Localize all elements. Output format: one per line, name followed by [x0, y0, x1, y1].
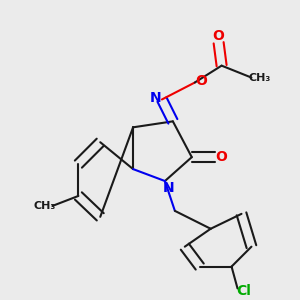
- Text: Cl: Cl: [237, 284, 251, 298]
- Text: O: O: [195, 74, 207, 88]
- Text: N: N: [163, 181, 174, 195]
- Text: O: O: [215, 150, 227, 164]
- Text: CH₃: CH₃: [33, 201, 55, 211]
- Text: O: O: [213, 29, 225, 43]
- Text: N: N: [150, 91, 161, 105]
- Text: CH₃: CH₃: [249, 73, 271, 82]
